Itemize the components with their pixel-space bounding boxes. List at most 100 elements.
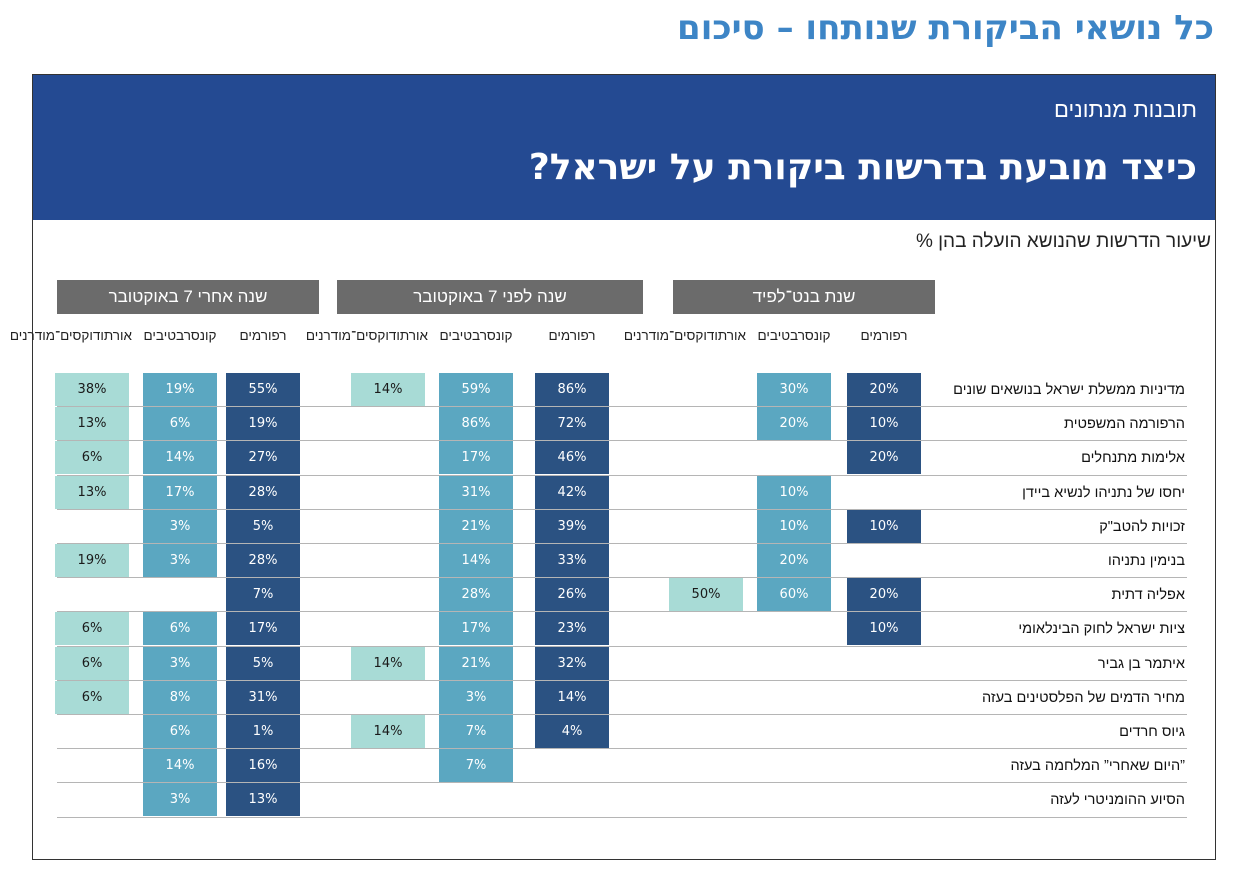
data-cell: 32%: [535, 646, 609, 680]
data-cell: 7%: [226, 578, 300, 612]
data-cell: 72%: [535, 407, 609, 441]
row-divider: [57, 543, 1187, 544]
chart-subtitle: שיעור הדרשות שהנושא הועלה בהן %: [915, 231, 1211, 252]
data-cell: 3%: [143, 509, 217, 543]
column-header: אורתודוקסים־מודרנים: [9, 328, 132, 343]
row-label: יחסו של נתניהו לנשיא ביידן: [1022, 484, 1185, 501]
data-cell: 10%: [757, 475, 831, 509]
data-cell: 14%: [535, 680, 609, 714]
data-cell: 27%: [226, 441, 300, 475]
data-cell: 50%: [669, 578, 743, 612]
row-divider: [57, 508, 1187, 510]
page-title: כל נושאי הביקורת שנותחו – סיכום: [677, 8, 1214, 48]
data-cell: 3%: [143, 783, 217, 817]
row-divider: [57, 474, 1187, 476]
chart-frame: תובנות מנתונים כיצד מובעת בדרשות ביקורת …: [9, 74, 1216, 860]
row-label: מחיר הדמים של הפלסטינים בעזה: [982, 689, 1185, 706]
row-label: אלימות מתנחלים: [1081, 450, 1185, 467]
data-cell: 13%: [55, 407, 129, 441]
row-divider: [57, 782, 1187, 784]
data-cell: 14%: [143, 749, 217, 783]
data-cell: 31%: [439, 475, 513, 509]
row-label: זכויות להטב"ק: [1099, 518, 1185, 535]
row-divider: [57, 816, 1187, 818]
data-cell: 6%: [55, 612, 129, 646]
data-cell: 19%: [55, 544, 129, 577]
row-label: גיוס חרדים: [1119, 724, 1185, 740]
data-cell: 42%: [535, 475, 609, 509]
data-cell: 13%: [226, 783, 300, 817]
data-cell: 20%: [847, 578, 921, 612]
data-cell: 16%: [226, 749, 300, 783]
data-cell: 4%: [535, 715, 609, 748]
data-cell: 21%: [439, 509, 513, 543]
data-cell: 28%: [226, 475, 300, 509]
column-header: רפורמים: [239, 328, 287, 343]
row-divider: [57, 748, 1187, 750]
row-divider: [57, 611, 1187, 613]
group-header: שנה אחרי 7 באוקטובר: [57, 280, 319, 314]
data-cell: 6%: [55, 646, 129, 680]
data-cell: 21%: [439, 646, 513, 680]
data-cell: 10%: [757, 509, 831, 543]
data-cell: 17%: [439, 612, 513, 646]
column-header: קונסרבטיבים: [439, 328, 513, 343]
data-cell: 10%: [847, 509, 921, 543]
column-header: אורתודוקסים־מודרנים: [305, 328, 428, 343]
data-cell: 10%: [847, 612, 921, 646]
data-cell: 14%: [351, 646, 425, 680]
data-cell: 3%: [143, 544, 217, 577]
data-cell: 13%: [55, 475, 129, 509]
row-divider: [57, 714, 1187, 715]
data-cell: 55%: [226, 373, 300, 406]
data-cell: 1%: [226, 715, 300, 748]
data-cell: 60%: [757, 578, 831, 612]
data-cell: 86%: [535, 373, 609, 406]
row-label: ציות ישראל לחוק הבינלאומי: [1018, 621, 1185, 638]
data-cell: 28%: [226, 544, 300, 577]
data-cell: 17%: [439, 441, 513, 475]
column-header: רפורמים: [860, 328, 908, 343]
data-cell: 20%: [757, 407, 831, 441]
data-cell: 46%: [535, 441, 609, 475]
data-cell: 5%: [226, 509, 300, 543]
column-header: אורתודוקסים־מודרנים: [623, 328, 746, 343]
data-cell: 38%: [55, 373, 129, 406]
row-label: הרפורמה המשפטית: [1063, 416, 1185, 433]
data-cell: 86%: [439, 407, 513, 441]
banner: תובנות מנתונים כיצד מובעת בדרשות ביקורת …: [33, 75, 1215, 220]
row-label: הסיוע ההומניטרי לעזה: [1050, 792, 1185, 809]
data-cell: 5%: [226, 646, 300, 680]
row-label: אפליה דתית: [1111, 587, 1185, 604]
data-cell: 14%: [351, 373, 425, 406]
data-cell: 14%: [351, 715, 425, 748]
banner-subtitle: תובנות מנתונים: [1053, 97, 1197, 122]
row-divider: [57, 440, 1187, 442]
data-cell: 33%: [535, 544, 609, 577]
data-cell: 19%: [226, 407, 300, 441]
row-divider: [57, 679, 1187, 681]
row-label: בנימין נתניהו: [1107, 553, 1185, 569]
row-label: מדיניות ממשלת ישראל בנושאים שונים: [953, 382, 1185, 398]
data-cell: 20%: [847, 441, 921, 475]
data-cell: 19%: [143, 373, 217, 406]
data-cell: 6%: [143, 407, 217, 441]
column-header: רפורמים: [548, 328, 596, 343]
data-cell: 8%: [143, 680, 217, 714]
data-cell: 17%: [143, 475, 217, 509]
row-label: ”היום שאחרי” המלחמה בעזה: [1010, 758, 1185, 775]
data-cell: 28%: [439, 578, 513, 612]
row-divider: [57, 645, 1187, 647]
data-cell: 6%: [143, 612, 217, 646]
data-cell: 14%: [143, 441, 217, 475]
column-header: קונסרבטיבים: [757, 328, 831, 343]
row-divider: [57, 406, 1187, 408]
data-cell: 7%: [439, 749, 513, 783]
data-cell: 6%: [55, 441, 129, 475]
group-header: שנה לפני 7 באוקטובר: [337, 280, 643, 314]
banner-title: כיצד מובעת בדרשות ביקורת על ישראל?: [528, 147, 1197, 188]
data-cell: 30%: [757, 373, 831, 406]
data-cell: 59%: [439, 373, 513, 406]
row-divider: [57, 577, 1187, 579]
data-cell: 10%: [847, 407, 921, 441]
